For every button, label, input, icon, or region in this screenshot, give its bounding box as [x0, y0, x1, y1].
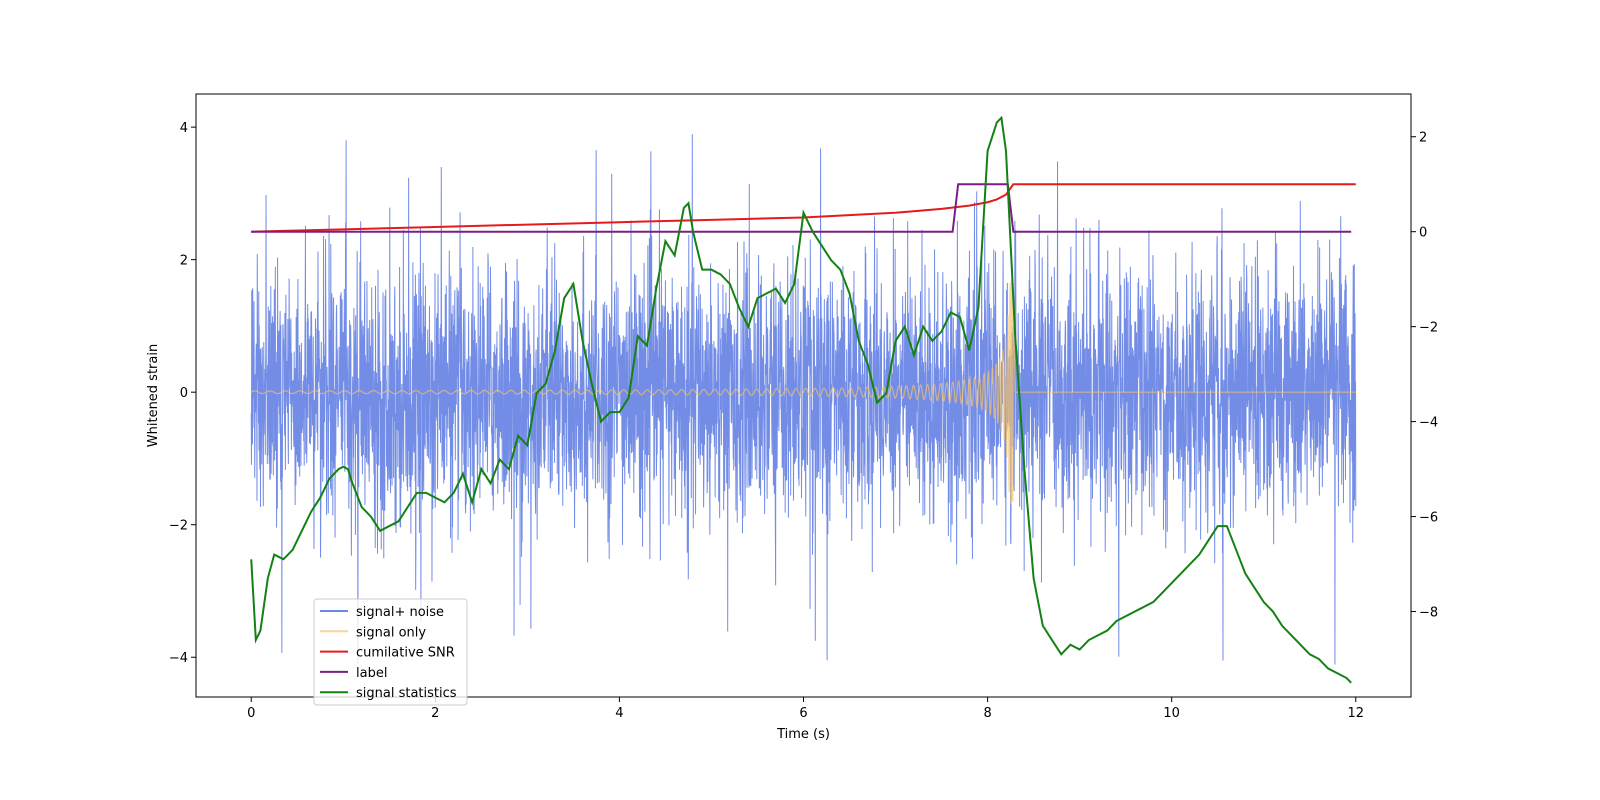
series-label-line [251, 183, 1352, 233]
legend-box [313, 598, 468, 706]
x-tick-label: 8 [983, 706, 991, 721]
legend-entry-label: cumilative SNR [356, 646, 455, 661]
x-tick-label: 0 [247, 706, 255, 721]
x-axis-label: Time (s) [776, 727, 830, 742]
y-tick-label: 0 [180, 386, 188, 401]
legend-entry-label: signal statistics [356, 686, 457, 701]
y-axis-label: Whitened strain [146, 344, 161, 447]
series-signal-noise-line [250, 134, 1357, 665]
y2-tick-label: −6 [1419, 511, 1438, 526]
legend-entry-label: signal only [356, 625, 426, 640]
legend-entry-label: label [356, 666, 387, 681]
y-tick-label: −2 [169, 519, 188, 534]
y-tick-label: 2 [180, 254, 188, 269]
y-tick-label: −4 [169, 651, 188, 666]
y2-tick-label: 2 [1419, 131, 1427, 146]
x-tick-label: 2 [431, 706, 439, 721]
series-signal-only-line [250, 279, 1356, 504]
y2-tick-label: −4 [1419, 416, 1438, 431]
y2-tick-label: −2 [1419, 321, 1438, 336]
y2-tick-label: 0 [1419, 226, 1427, 241]
x-tick-label: 6 [799, 706, 807, 721]
y-tick-label: 4 [180, 121, 188, 136]
series-signal-statistics-line [250, 115, 1352, 684]
plot-area [250, 115, 1357, 684]
x-tick-label: 10 [1163, 706, 1180, 721]
legend-entry-label: signal+ noise [356, 605, 444, 620]
ticks-group: 0 2 4 6 8 10 12 −4 −2 0 2 4 −8 −6 −4 −2 0 2 [169, 121, 1438, 721]
y2-tick-label: −8 [1419, 606, 1438, 621]
series-cumulative-snr-line [251, 183, 1356, 233]
x-tick-label: 4 [615, 706, 623, 721]
x-tick-label: 12 [1347, 706, 1364, 721]
legend: signal+ noise signal only cumilative SNR la… [313, 598, 468, 706]
